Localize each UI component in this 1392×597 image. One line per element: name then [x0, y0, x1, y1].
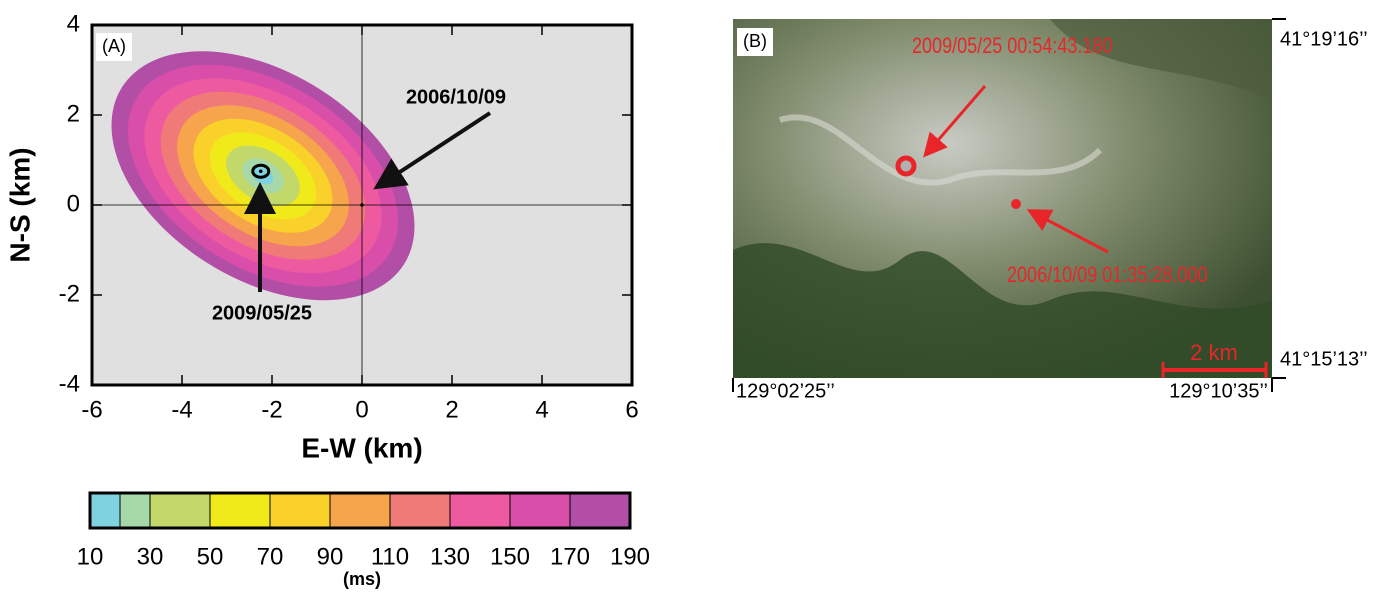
lat-label: 41°19’16’’	[1280, 28, 1368, 50]
colorbar-bin	[120, 493, 150, 528]
colorbar-tick-label: 30	[137, 543, 164, 570]
colorbar-bin	[330, 493, 390, 528]
colorbar-tick-label: 110	[371, 543, 409, 570]
event-marker	[898, 158, 914, 174]
x-tick-label: -2	[261, 396, 282, 423]
event-annotation: 2006/10/09 01:35:28.000	[1007, 263, 1208, 287]
colorbar-bin	[270, 493, 330, 528]
colorbar-tick-label: 190	[610, 543, 650, 570]
colorbar: 10 30 50 70 90 110 130 150 170 190	[77, 493, 650, 570]
panel-label: (A)	[102, 36, 126, 56]
y-tick-label: -4	[59, 370, 80, 397]
colorbar-bin	[570, 493, 630, 528]
x-tick-label: -4	[171, 396, 192, 423]
x-tick-label: -6	[81, 396, 102, 423]
lat-label: 41°15’13’’	[1280, 348, 1368, 370]
colorbar-tick-label: 10	[77, 543, 104, 570]
event-annotation: 2009/05/25 00:54:43.180	[912, 34, 1113, 58]
y-tick-label: 0	[67, 190, 80, 217]
event-marker	[1011, 199, 1021, 209]
y-tick-label: 4	[67, 10, 80, 37]
colorbar-tick-label: 170	[550, 543, 590, 570]
panel-b: (B) 2009/05/25 00:54:43.180 2006/10/09 0…	[733, 19, 1368, 402]
x-tick-label: 6	[625, 396, 638, 423]
colorbar-bin	[90, 493, 120, 528]
y-tick-label: 2	[67, 100, 80, 127]
colorbar-bin	[210, 493, 270, 528]
x-tick-label: 4	[535, 396, 548, 423]
lon-label: 129°02’25’’	[736, 380, 835, 402]
x-tick-label: 0	[355, 396, 368, 423]
annotation: 2006/10/09	[406, 86, 506, 108]
panel-label: (B)	[743, 31, 767, 51]
colorbar-unit: (ms)	[343, 569, 381, 589]
colorbar-bin	[390, 493, 450, 528]
annotation: 2009/05/25	[212, 302, 312, 324]
y-axis-label: N-S (km)	[4, 147, 35, 262]
scale-label: 2 km	[1190, 340, 1238, 365]
colorbar-bin	[510, 493, 570, 528]
colorbar-tick-label: 130	[430, 543, 470, 570]
colorbar-tick-label: 90	[317, 543, 344, 570]
y-tick-label: -2	[59, 280, 80, 307]
event-point	[259, 169, 263, 173]
colorbar-tick-label: 150	[490, 543, 530, 570]
event-point	[360, 203, 364, 207]
x-tick-label: 2	[445, 396, 458, 423]
colorbar-tick-label: 70	[257, 543, 284, 570]
lon-label: 129°10’35’’	[1169, 380, 1268, 402]
colorbar-tick-label: 50	[197, 543, 224, 570]
x-axis-label: E-W (km)	[301, 432, 422, 463]
colorbar-bin	[150, 493, 210, 528]
figure: -6-4-20246-4-2024 (A) E-W (km) N-S (km) …	[0, 0, 1392, 592]
colorbar-bin	[450, 493, 510, 528]
